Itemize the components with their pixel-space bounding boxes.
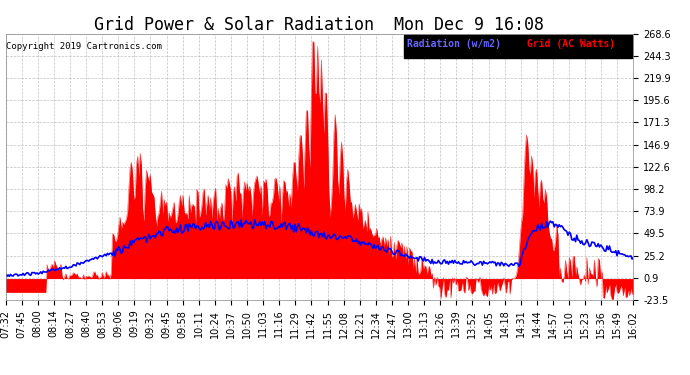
FancyBboxPatch shape xyxy=(404,35,631,58)
Title: Grid Power & Solar Radiation  Mon Dec 9 16:08: Grid Power & Solar Radiation Mon Dec 9 1… xyxy=(95,16,544,34)
Text: Radiation (w/m2): Radiation (w/m2) xyxy=(407,39,502,49)
Text: Grid (AC Watts): Grid (AC Watts) xyxy=(526,39,615,49)
Text: Copyright 2019 Cartronics.com: Copyright 2019 Cartronics.com xyxy=(6,42,162,51)
